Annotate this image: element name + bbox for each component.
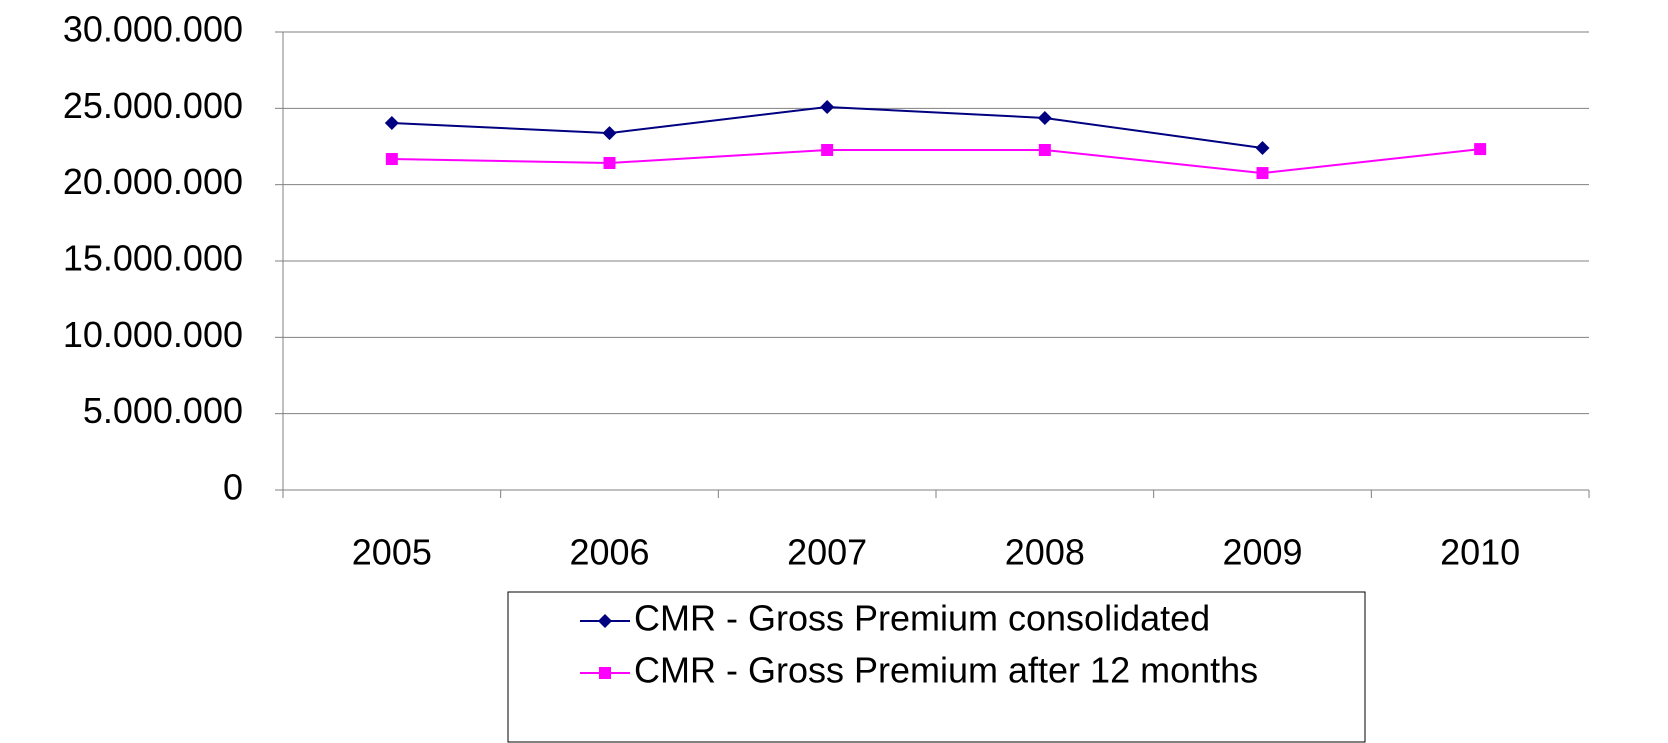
- x-tick-label: 2010: [1440, 532, 1520, 573]
- data-point: [1038, 144, 1051, 157]
- data-point: [1037, 110, 1052, 125]
- y-tick-label: 5.000.000: [83, 390, 243, 431]
- legend-box: [507, 591, 1366, 743]
- y-tick-label: 10.000.000: [63, 314, 243, 355]
- x-tick-label: 2009: [1222, 532, 1302, 573]
- legend-marker: [598, 614, 612, 628]
- y-tick-label: 20.000.000: [63, 161, 243, 202]
- data-point: [820, 99, 835, 114]
- y-tick-label: 25.000.000: [63, 85, 243, 126]
- data-point: [602, 126, 617, 141]
- data-point: [603, 156, 616, 169]
- x-tick-label: 2008: [1005, 532, 1085, 573]
- y-tick-label: 15.000.000: [63, 238, 243, 279]
- x-tick-label: 2005: [352, 532, 432, 573]
- data-point: [1474, 143, 1487, 156]
- data-point: [384, 115, 399, 130]
- x-tick-label: 2007: [787, 532, 867, 573]
- data-point: [1256, 167, 1269, 180]
- x-tick-label: 2006: [569, 532, 649, 573]
- y-tick-label: 30.000.000: [63, 9, 243, 50]
- data-point: [385, 153, 398, 166]
- data-point: [1255, 141, 1270, 156]
- y-tick-label: 0: [223, 467, 243, 508]
- series-line: [391, 148, 1481, 175]
- legend-marker: [599, 667, 611, 679]
- legend-label: CMR - Gross Premium after 12 months: [634, 650, 1258, 691]
- legend-label: CMR - Gross Premium consolidated: [634, 598, 1210, 639]
- data-point: [821, 144, 834, 157]
